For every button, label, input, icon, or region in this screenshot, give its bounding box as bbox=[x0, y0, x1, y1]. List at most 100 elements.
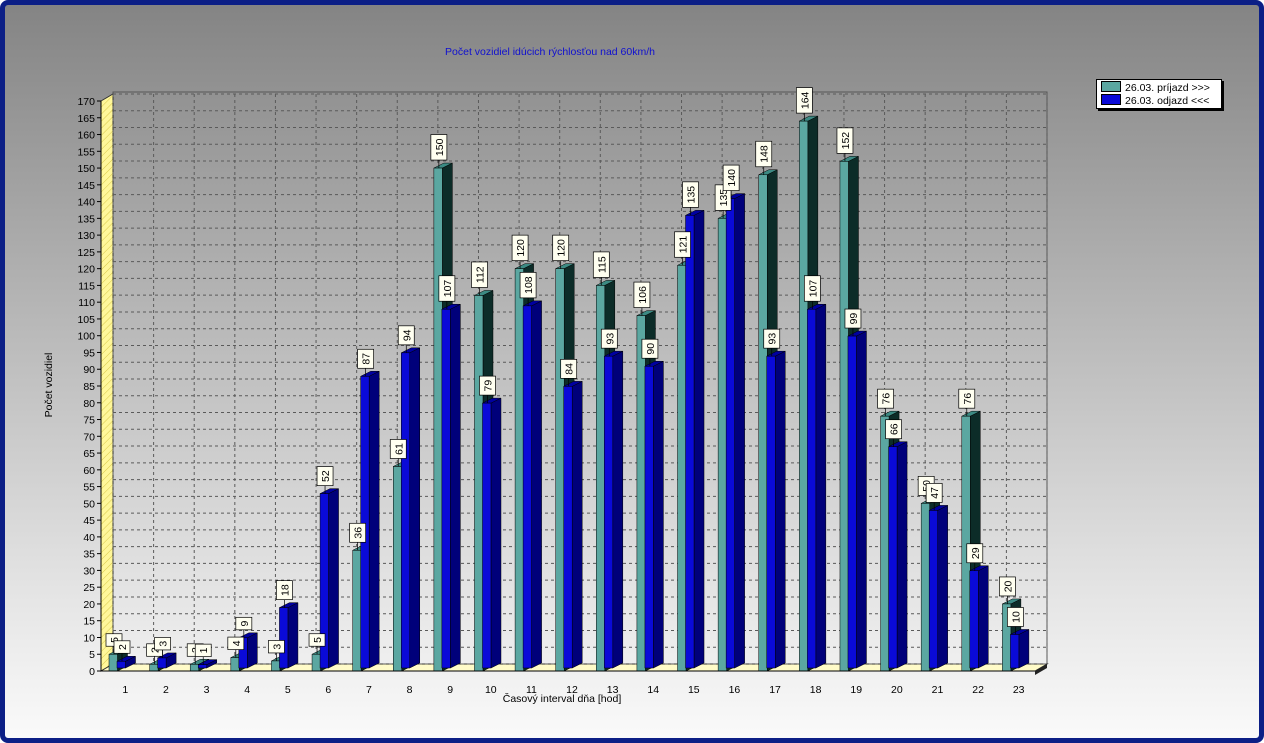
bar-arrivals bbox=[230, 657, 240, 672]
bar-departures bbox=[563, 386, 573, 669]
bar-departures bbox=[1010, 634, 1020, 669]
y-tick-label: 5 bbox=[89, 649, 95, 661]
y-tick-label: 30 bbox=[83, 565, 95, 577]
y-tick-label: 85 bbox=[83, 381, 95, 393]
bar-arrivals bbox=[758, 174, 768, 672]
bar-arrivals bbox=[839, 161, 849, 672]
data-label-text: 2 bbox=[117, 644, 129, 650]
x-tick-label: 5 bbox=[285, 684, 291, 696]
data-label-text: 90 bbox=[645, 343, 657, 355]
x-tick-label: 8 bbox=[407, 684, 413, 696]
data-label-text: 94 bbox=[401, 329, 413, 341]
side-wall bbox=[100, 93, 114, 672]
data-label-text: 10 bbox=[1010, 611, 1022, 623]
bar-side bbox=[693, 209, 705, 669]
data-label: 47 bbox=[925, 483, 943, 503]
bar-departures bbox=[279, 607, 289, 669]
data-label-text: 107 bbox=[807, 280, 819, 298]
bar-chart: 5223214931855236876194150107112791201081… bbox=[43, 46, 1049, 705]
bar-side bbox=[1018, 629, 1030, 669]
y-tick-label: 145 bbox=[77, 180, 95, 192]
y-tick-label: 60 bbox=[83, 465, 95, 477]
y-tick-label: 50 bbox=[83, 498, 95, 510]
y-tick-label: 55 bbox=[83, 482, 95, 494]
data-label-text: 76 bbox=[962, 393, 974, 405]
bar-arrivals bbox=[393, 466, 403, 672]
data-label: 120 bbox=[511, 234, 529, 261]
bar-departures bbox=[441, 308, 451, 669]
x-tick-label: 17 bbox=[769, 684, 781, 696]
data-label: 106 bbox=[633, 281, 651, 308]
bar-departures bbox=[969, 570, 979, 669]
data-label: 140 bbox=[722, 164, 740, 191]
x-tick-label: 1 bbox=[122, 684, 128, 696]
data-label-text: 3 bbox=[271, 644, 283, 650]
data-label-text: 5 bbox=[312, 637, 324, 643]
data-label: 121 bbox=[674, 231, 691, 258]
data-label: 94 bbox=[397, 325, 415, 346]
data-label-text: 99 bbox=[848, 313, 860, 325]
y-tick-label: 140 bbox=[77, 197, 95, 209]
data-label-text: 152 bbox=[840, 132, 852, 150]
x-tick-label: 22 bbox=[972, 684, 984, 696]
x-tick-label: 21 bbox=[932, 684, 944, 696]
data-label: 115 bbox=[592, 251, 610, 278]
y-tick-label: 120 bbox=[77, 264, 95, 276]
data-label-text: 76 bbox=[881, 393, 893, 405]
x-tick-label: 3 bbox=[204, 684, 210, 696]
data-label-text: 4 bbox=[231, 640, 243, 646]
data-label: 18 bbox=[276, 580, 293, 600]
bar-arrivals bbox=[271, 660, 281, 672]
bar-arrivals bbox=[514, 268, 524, 672]
data-label: 150 bbox=[430, 134, 448, 161]
data-label: 152 bbox=[836, 127, 854, 154]
bar-side bbox=[409, 347, 421, 669]
y-tick-label: 115 bbox=[78, 280, 95, 292]
bar-side bbox=[937, 505, 948, 669]
data-label-text: 5 bbox=[109, 637, 121, 643]
bar-side bbox=[287, 602, 299, 669]
x-tick-label: 6 bbox=[325, 684, 331, 696]
bar-departures bbox=[807, 308, 817, 669]
data-label: 84 bbox=[560, 359, 578, 379]
data-label-text: 1 bbox=[198, 647, 210, 653]
bar-side bbox=[571, 380, 583, 669]
data-label: 93 bbox=[600, 328, 618, 349]
legend-label-departures: 26.03. odjazd <<< bbox=[1125, 95, 1210, 107]
bar-side bbox=[734, 193, 745, 669]
bar-side bbox=[978, 565, 989, 669]
data-label-text: 140 bbox=[726, 169, 738, 187]
y-tick-label: 160 bbox=[77, 130, 95, 142]
x-tick-label: 19 bbox=[850, 684, 862, 696]
data-label: 9 bbox=[235, 616, 253, 631]
x-tick-label: 9 bbox=[447, 684, 453, 696]
y-tick-label: 150 bbox=[77, 163, 95, 175]
legend-item-arrivals: 26.03. príjazd >>> bbox=[1101, 81, 1210, 94]
data-label-text: 120 bbox=[556, 239, 568, 257]
data-label: 164 bbox=[795, 87, 813, 114]
bar-arrivals bbox=[920, 503, 930, 672]
legend-swatch-departures bbox=[1101, 94, 1121, 105]
x-tick-label: 4 bbox=[244, 684, 250, 696]
bar-arrivals bbox=[189, 664, 199, 672]
bar-arrivals bbox=[352, 550, 362, 672]
bar-arrivals bbox=[677, 265, 687, 672]
axes: 0510152025303540455055606570758085909510… bbox=[77, 96, 1035, 696]
data-label: 120 bbox=[552, 234, 570, 261]
x-tick-label: 14 bbox=[647, 684, 659, 696]
x-tick-label: 12 bbox=[566, 684, 578, 696]
data-label: 148 bbox=[755, 140, 773, 168]
y-tick-label: 15 bbox=[83, 616, 95, 628]
data-label: 76 bbox=[877, 388, 894, 409]
y-tick-label: 90 bbox=[83, 364, 95, 376]
data-label-text: 148 bbox=[759, 145, 771, 163]
data-label: 66 bbox=[885, 419, 902, 440]
data-label-text: 9 bbox=[239, 620, 251, 626]
bar-departures bbox=[482, 402, 492, 669]
y-tick-label: 165 bbox=[77, 113, 95, 125]
data-label-text: 108 bbox=[523, 276, 535, 294]
bar-arrivals bbox=[108, 653, 118, 672]
bar-departures bbox=[319, 493, 329, 669]
bar-departures bbox=[888, 446, 898, 669]
y-tick-label: 170 bbox=[77, 96, 95, 108]
